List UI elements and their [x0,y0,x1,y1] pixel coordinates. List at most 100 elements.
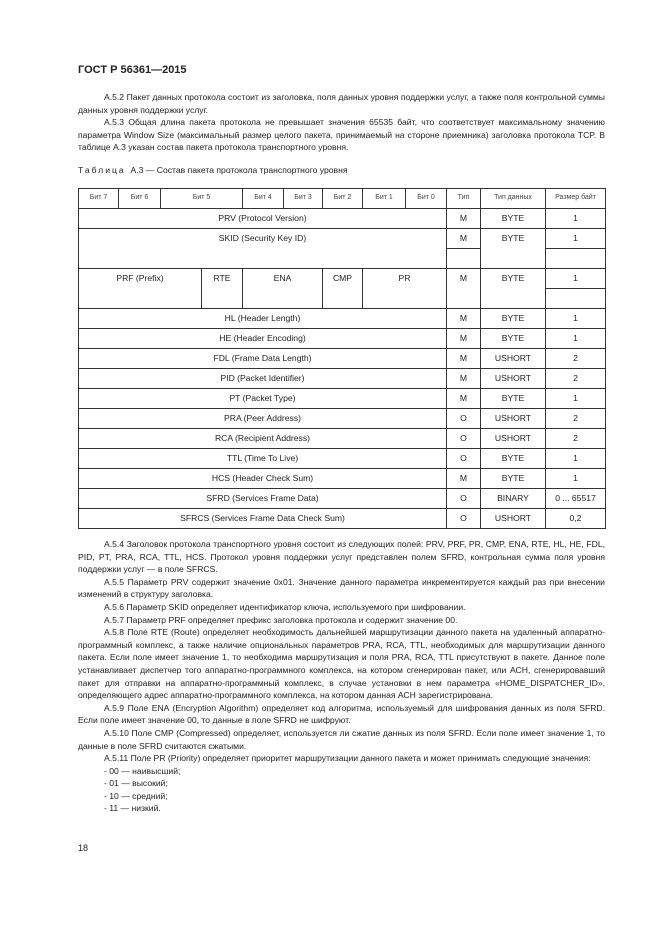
field-cell: SFRCS (Services Frame Data Check Sum) [78,508,447,529]
datatype-cell: BYTE [480,268,546,309]
type-cell: O [446,448,481,469]
datatype-cell: USHORT [480,428,546,449]
field-cell: ENA [242,268,323,309]
table-header-row: Бит 7 Бит 6 Бит 5 Бит 4 Бит 3 Бит 2 Бит … [78,188,606,209]
table-row: SFRCS (Services Frame Data Check Sum) O US… [78,508,606,529]
table-row: SKID (Security Key ID) M BYTE 1 [78,228,606,269]
size-cell: 1 [545,328,606,349]
header-cell: Тип [446,188,481,209]
field-cell: RCA (Recipient Address) [78,428,447,449]
type-cell: M [446,208,481,229]
table-row: PT (Packet Type) M BYTE 1 [78,388,606,409]
size-cell: 0,2 [545,508,606,529]
paragraph: А.5.4 Заголовок протокола транспортного … [78,539,605,575]
size-cell: 1 [545,208,606,229]
type-cell: M [446,268,481,309]
header-cell: Бит 1 [362,188,406,209]
type-cell: O [446,408,481,429]
header-cell: Бит 7 [78,188,119,209]
intro-text: А.5.2 Пакет данных протокола состоит из … [78,91,605,154]
type-cell: M [446,228,481,249]
datatype-cell: USHORT [480,408,546,429]
table-row: TTL (Time To Live) O BYTE 1 [78,448,606,469]
datatype-cell: BYTE [480,208,546,229]
field-cell: PR [362,268,447,309]
size-cell: 1 [545,468,606,489]
paragraph: А.5.11 Поле PR (Priority) определяет при… [104,753,591,764]
table-row: RCA (Recipient Address) O USHORT 2 [78,428,606,449]
datatype-cell: BYTE [480,448,546,469]
header-cell: Размер байт [545,188,606,209]
type-cell: M [446,348,481,369]
table-row: SFRD (Services Frame Data) O BINARY 0 ... 6… [78,488,606,509]
datatype-cell: BYTE [480,328,546,349]
field-cell: TTL (Time To Live) [78,448,447,469]
field-cell: PRV (Protocol Version) [78,208,447,229]
header-cell: Бит 5 [160,188,243,209]
paragraph: А.5.7 Параметр PRF определяет префикс за… [104,614,458,625]
paragraph: - 10 — средний; [104,790,168,801]
table-row: HL (Header Length) M BYTE 1 [78,308,606,329]
table-row: FDL (Frame Data Length) M USHORT 2 [78,348,606,369]
datatype-cell: USHORT [480,348,546,369]
paragraph: - 11 — низкий. [104,803,161,814]
type-cell: M [446,308,481,329]
table-subrow [79,248,606,269]
type-cell: M [446,368,481,389]
paragraph: А.5.6 Параметр SKID определяет идентифик… [104,601,466,612]
header-cell: Бит 4 [242,188,284,209]
document-header: ГОСТ Р 56361—2015 [78,64,187,76]
empty-cell [545,288,606,309]
datatype-cell: BINARY [480,488,546,509]
paragraph: - 01 — высокий; [104,778,168,789]
datatype-cell: BYTE [480,228,546,269]
packet-table: Бит 7 Бит 6 Бит 5 Бит 4 Бит 3 Бит 2 Бит … [78,188,606,529]
empty-cell [545,248,606,269]
header-cell: Бит 6 [118,188,161,209]
datatype-cell: USHORT [480,508,546,529]
paragraph: А.5.8 Поле RTE (Route) определяет необхо… [78,627,605,701]
size-cell: 1 [545,268,606,289]
field-cell: RTE [201,268,243,309]
field-cell: PRF (Prefix) [78,268,202,309]
table-row: PRF (Prefix) RTE ENA CMP PR M BYTE 1 [78,268,606,309]
field-cell: PID (Packet Identifier) [78,368,447,389]
type-cell: O [446,508,481,529]
field-cell: FDL (Frame Data Length) [78,348,447,369]
table-row: HCS (Header Check Sum) M BYTE 1 [78,468,606,489]
size-cell: 1 [545,448,606,469]
field-cell: HCS (Header Check Sum) [78,468,447,489]
empty-cell [446,248,481,269]
table-row: HE (Header Encoding) M BYTE 1 [78,328,606,349]
body-text: А.5.4 Заголовок протокола транспортного … [78,538,605,815]
size-cell: 1 [545,308,606,329]
datatype-cell: BYTE [480,308,546,329]
type-cell: O [446,488,481,509]
header-cell: Бит 0 [405,188,447,209]
size-cell: 2 [545,428,606,449]
field-cell: HL (Header Length) [78,308,447,329]
size-cell: 1 [545,228,606,249]
field-cell: PRA (Peer Address) [78,408,447,429]
size-cell: 2 [545,368,606,389]
paragraph: А.5.5 Параметр PRV содержит значение 0x0… [78,576,605,600]
field-cell: HE (Header Encoding) [78,328,447,349]
paragraph: А.5.2 Пакет данных протокола состоит из … [78,92,605,115]
table-row: PRV (Protocol Version) M BYTE 1 [78,208,606,229]
type-cell: O [446,428,481,449]
table-row: PID (Packet Identifier) M USHORT 2 [78,368,606,389]
size-cell: 1 [545,388,606,409]
table-caption: Таблица А.3 — Состав пакета протокола тр… [78,165,348,175]
header-cell: Бит 3 [283,188,323,209]
datatype-cell: BYTE [480,468,546,489]
datatype-cell: BYTE [480,388,546,409]
datatype-cell: USHORT [480,368,546,389]
header-cell: Бит 2 [322,188,363,209]
field-cell: SKID (Security Key ID) [78,228,447,269]
type-cell: M [446,388,481,409]
size-cell: 0 ... 65517 [545,488,606,509]
field-cell: CMP [322,268,363,309]
type-cell: M [446,328,481,349]
paragraph: А.5.3 Общая длина пакета протокола не пр… [78,117,605,153]
